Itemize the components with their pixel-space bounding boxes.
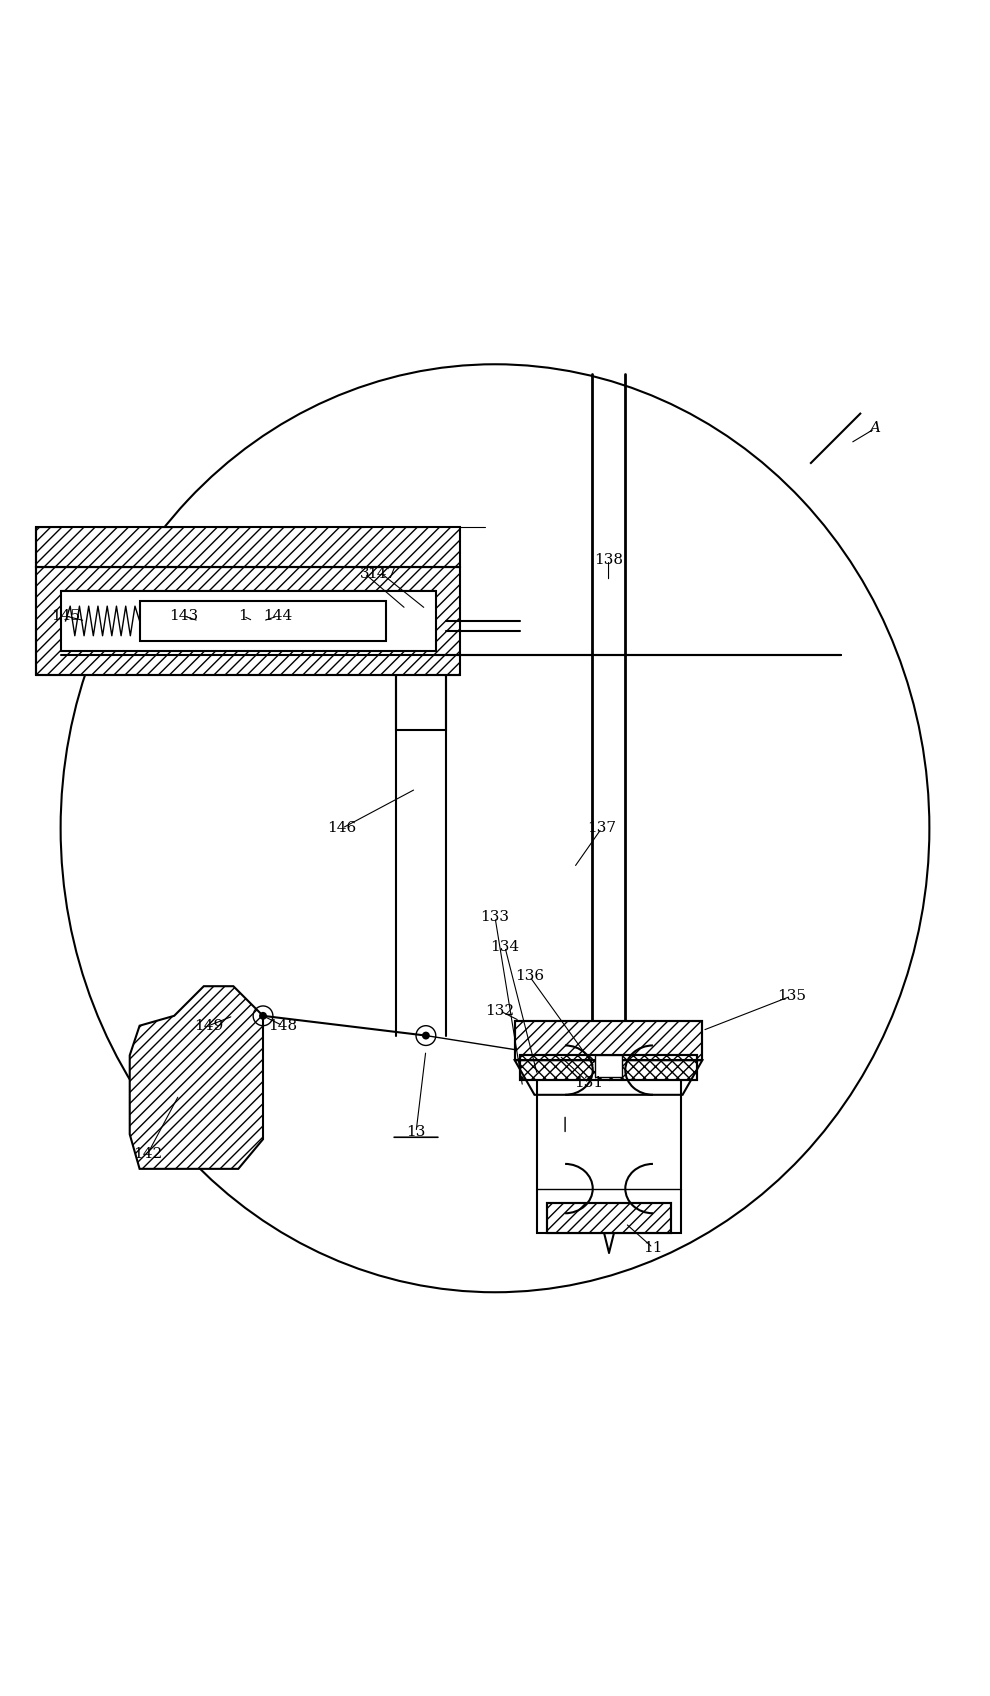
Circle shape: [422, 1031, 430, 1040]
Text: 137: 137: [587, 821, 616, 834]
Text: 13: 13: [406, 1126, 426, 1140]
Bar: [60, 592, 436, 651]
Text: 136: 136: [515, 970, 545, 984]
Bar: [140, 600, 386, 641]
Text: 145: 145: [51, 609, 80, 622]
Text: 1: 1: [239, 609, 248, 622]
Bar: [396, 626, 446, 729]
Text: A: A: [869, 421, 880, 436]
Circle shape: [259, 1013, 267, 1019]
Text: 135: 135: [777, 989, 806, 1002]
Text: 134: 134: [490, 940, 520, 953]
Text: 147: 147: [367, 566, 396, 580]
Bar: [520, 1055, 697, 1080]
Text: 143: 143: [169, 609, 199, 622]
Bar: [520, 1055, 697, 1080]
Bar: [538, 1026, 680, 1233]
Bar: [547, 1204, 671, 1233]
Bar: [515, 1021, 702, 1060]
Text: 132: 132: [485, 1004, 515, 1018]
Text: 144: 144: [263, 609, 292, 622]
Text: 131: 131: [574, 1075, 603, 1091]
Bar: [36, 566, 460, 675]
Text: 3: 3: [360, 566, 369, 580]
Text: 138: 138: [594, 553, 623, 566]
Text: 148: 148: [268, 1019, 297, 1033]
Bar: [595, 1055, 623, 1077]
Bar: [547, 1204, 671, 1233]
Text: 133: 133: [480, 911, 510, 924]
Text: 146: 146: [328, 821, 356, 834]
Bar: [36, 527, 460, 566]
Text: 149: 149: [194, 1019, 224, 1033]
Text: 142: 142: [133, 1146, 162, 1162]
Text: 11: 11: [644, 1241, 662, 1255]
Bar: [515, 1021, 702, 1060]
Polygon shape: [130, 985, 263, 1169]
